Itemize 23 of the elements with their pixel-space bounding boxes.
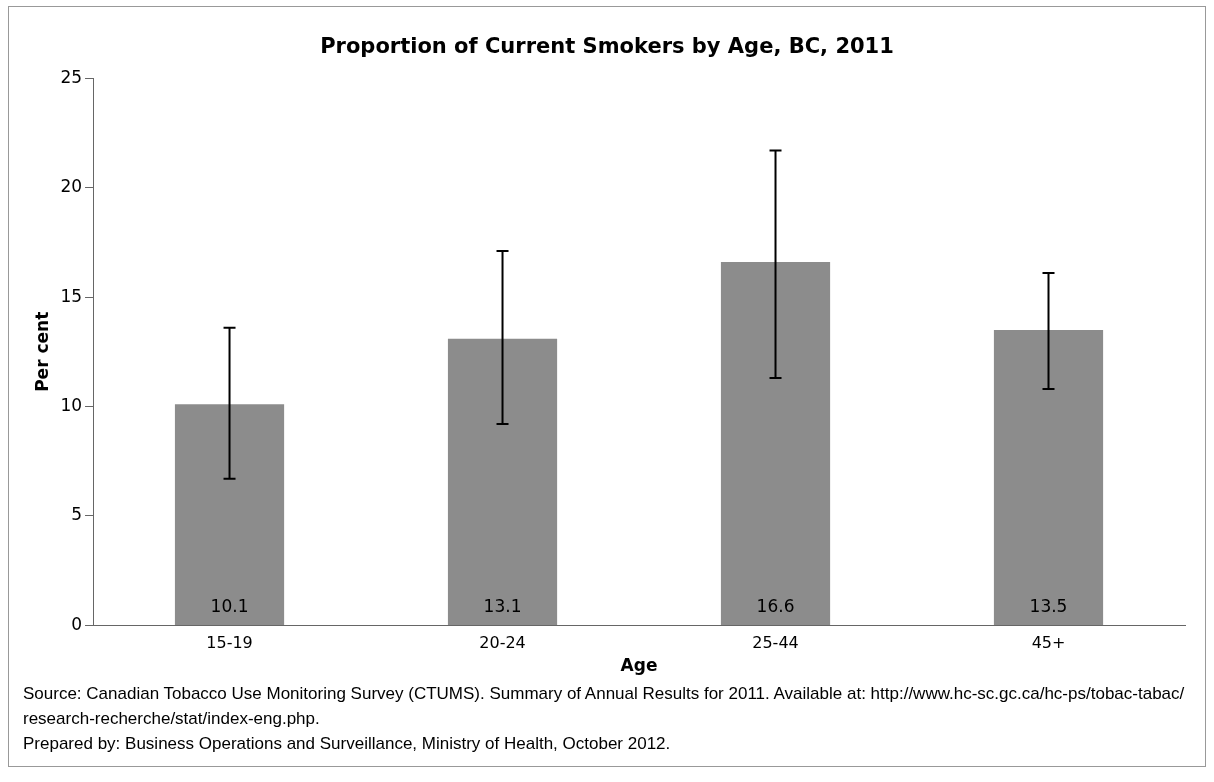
x-tick-label: 45+ xyxy=(1031,633,1066,653)
x-tick-label: 25-44 xyxy=(752,633,799,653)
y-tick-label: 0 xyxy=(71,613,83,634)
y-axis-title: Per cent xyxy=(31,311,52,392)
y-tick-label: 10 xyxy=(60,394,83,415)
data-label: 16.6 xyxy=(756,595,795,616)
data-label: 10.1 xyxy=(210,595,249,616)
bar xyxy=(447,338,558,625)
y-tick-label: 15 xyxy=(60,285,83,306)
bar xyxy=(174,404,285,625)
x-tick-label: 20-24 xyxy=(479,633,526,653)
y-tick-label: 5 xyxy=(71,504,83,525)
data-label: 13.5 xyxy=(1029,595,1068,616)
bar xyxy=(720,262,831,625)
y-tick-label: 20 xyxy=(60,176,83,197)
chart-title: Proportion of Current Smokers by Age, BC, 2011 xyxy=(320,34,894,59)
source-note: Source: Canadian Tobacco Use Monitoring Survey (CTUMS). Summary of Annual Results for 2011. Available at: http://www.hc-sc.gc.ca/hc-ps/tobac-tabac/ research-recherche/stat/index-eng.php. xyxy=(23,683,1186,730)
x-tick-label: 15-19 xyxy=(206,633,253,653)
text: Prepared by: Business Operations and Surveillance, Ministry of Health, October 2012. xyxy=(23,733,672,755)
data-label: 13.1 xyxy=(483,595,522,616)
y-tick-label: 25 xyxy=(60,66,83,87)
x-axis-title: Age xyxy=(620,655,658,676)
bar xyxy=(993,329,1104,625)
